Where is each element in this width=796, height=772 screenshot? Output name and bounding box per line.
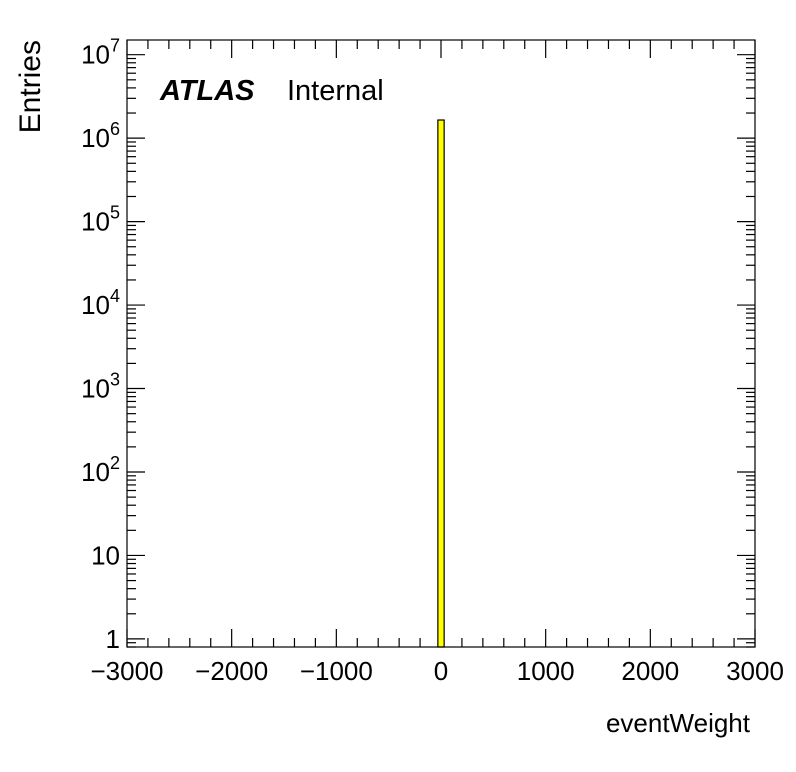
y-tick-label: 106 — [81, 119, 120, 153]
y-tick-label: 107 — [81, 36, 120, 70]
x-axis-label: eventWeight — [606, 708, 751, 738]
y-tick-label: 10 — [91, 540, 120, 570]
y-tick-labels: 1 10 102 103 104 105 106 107 — [81, 36, 120, 654]
minor-ticks — [127, 40, 755, 648]
y-tick-label: 105 — [81, 203, 120, 237]
status-label: Internal — [287, 75, 384, 107]
x-tick-label: 3000 — [726, 656, 784, 686]
x-tick-label: −3000 — [90, 656, 163, 686]
y-axis-label: Entries — [14, 40, 47, 133]
plot-frame — [126, 39, 756, 648]
histogram-bar — [437, 119, 445, 648]
y-tick-label: 102 — [81, 453, 120, 487]
x-tick-label: 2000 — [621, 656, 679, 686]
x-tick-label: 0 — [434, 656, 448, 686]
y-tick-label: 1 — [106, 624, 120, 654]
histogram-bars — [437, 119, 445, 648]
y-tick-label: 104 — [81, 286, 120, 320]
y-tick-label: 103 — [81, 370, 120, 404]
x-tick-label: −2000 — [195, 656, 268, 686]
x-tick-labels: −3000 −2000 −1000 0 1000 2000 3000 — [90, 656, 783, 686]
atlas-label: ATLAS — [159, 75, 255, 107]
x-tick-label: −1000 — [300, 656, 373, 686]
x-tick-label: 1000 — [517, 656, 575, 686]
